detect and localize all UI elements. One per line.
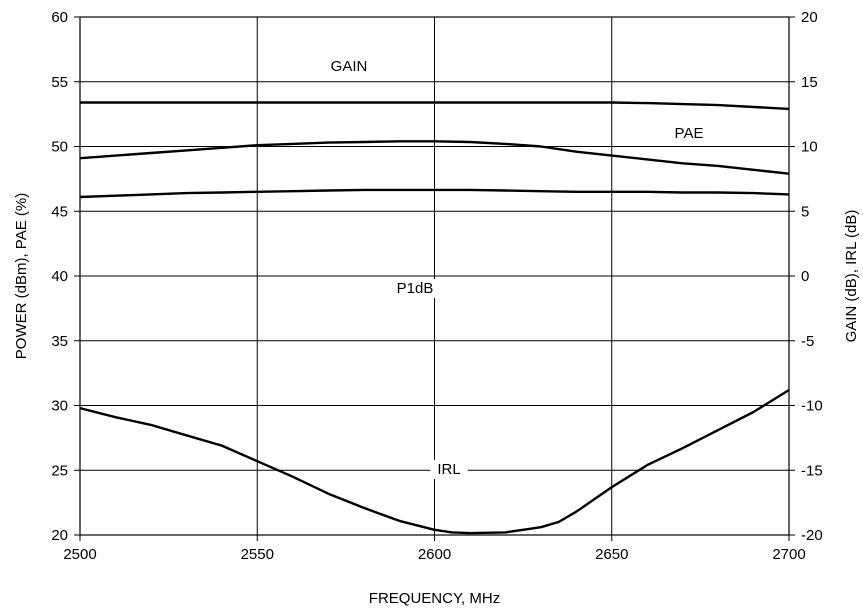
annotation-bg (391, 279, 439, 298)
y-left-tick-label: 25 (51, 462, 68, 479)
annotation-label-gain: GAIN (331, 58, 368, 75)
annotation-bg (325, 57, 373, 76)
x-axis-title: FREQUENCY, MHz (369, 590, 500, 607)
y-right-tick-label: 5 (801, 203, 809, 220)
annotation-label-irl: IRL (437, 461, 460, 478)
series-line-pae (79, 140, 790, 175)
y-right-tick-label: -20 (801, 527, 823, 544)
series-line-p1db (79, 188, 790, 199)
annotation-bg (670, 124, 708, 143)
y-right-tick-label: -15 (801, 462, 823, 479)
tick-marks (74, 16, 795, 541)
y-left-tick-label: 20 (51, 527, 68, 544)
y-left-tick-label: 45 (51, 203, 68, 220)
y-left-tick-label: 60 (51, 9, 68, 26)
annotations: GAIN PAE P1dB IRL (325, 57, 708, 479)
y-right-tick-label: -5 (801, 333, 814, 350)
grid (80, 17, 789, 535)
y-left-tick-label: 55 (51, 74, 68, 91)
annotation-bg (430, 460, 468, 479)
y-left-tick-label: 50 (51, 139, 68, 156)
x-tick-label: 2600 (418, 546, 451, 563)
annotation-label-pae: PAE (675, 125, 704, 142)
y-left-tick-label: 35 (51, 333, 68, 350)
x-tick-label: 2500 (63, 546, 96, 563)
annotation-label-p1db: P1dB (397, 280, 434, 297)
y-right-tick-label: -10 (801, 398, 823, 415)
y-left-tick-label: 30 (51, 398, 68, 415)
x-tick-label: 2550 (241, 546, 274, 563)
y-axis-left-title: POWER (dBm), PAE (%) (13, 193, 30, 359)
y-left-tick-label: 40 (51, 268, 68, 285)
x-tick-label: 2650 (595, 546, 628, 563)
y-right-tick-label: 20 (801, 9, 818, 26)
tick-labels: 2500 2550 2600 2650 2700202530354045505560-2… (51, 9, 822, 563)
y-axis-right-title: GAIN (dB), IRL (dB) (843, 210, 860, 343)
series-line-gain (80, 101, 790, 111)
y-right-tick-label: 0 (801, 268, 809, 285)
y-right-tick-label: 10 (801, 139, 818, 156)
series-line-irl (79, 388, 790, 535)
x-tick-label: 2700 (772, 546, 805, 563)
series-lines (79, 101, 790, 535)
y-right-tick-label: 15 (801, 74, 818, 91)
